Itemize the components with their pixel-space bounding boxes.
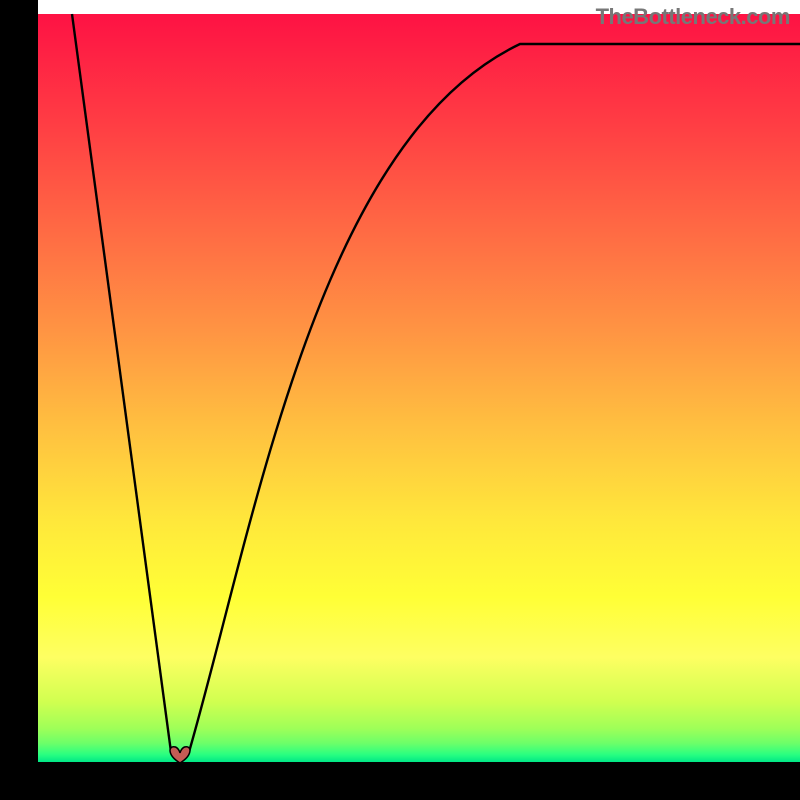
bottom-border [0,762,800,800]
watermark-text: TheBottleneck.com [596,4,790,30]
bottleneck-chart: TheBottleneck.com [0,0,800,800]
left-border [0,0,38,800]
chart-svg [0,0,800,800]
